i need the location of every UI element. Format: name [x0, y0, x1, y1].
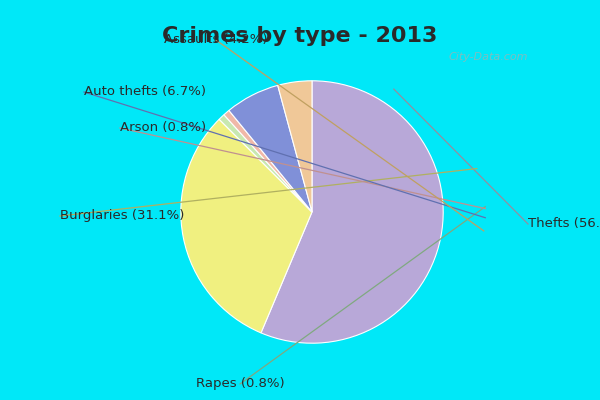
- Text: Thefts (56.3%): Thefts (56.3%): [528, 218, 600, 230]
- Wedge shape: [224, 110, 312, 212]
- Wedge shape: [278, 81, 312, 212]
- Text: Assaults (4.2%): Assaults (4.2%): [164, 34, 268, 46]
- Text: Auto thefts (6.7%): Auto thefts (6.7%): [84, 86, 206, 98]
- Text: City-Data.com: City-Data.com: [449, 52, 528, 62]
- Wedge shape: [229, 85, 312, 212]
- Wedge shape: [261, 81, 443, 343]
- Text: Crimes by type - 2013: Crimes by type - 2013: [163, 26, 437, 46]
- Text: Rapes (0.8%): Rapes (0.8%): [196, 378, 284, 390]
- Text: Burglaries (31.1%): Burglaries (31.1%): [60, 210, 184, 222]
- Wedge shape: [219, 115, 312, 212]
- Wedge shape: [181, 119, 312, 333]
- Text: Arson (0.8%): Arson (0.8%): [120, 122, 206, 134]
